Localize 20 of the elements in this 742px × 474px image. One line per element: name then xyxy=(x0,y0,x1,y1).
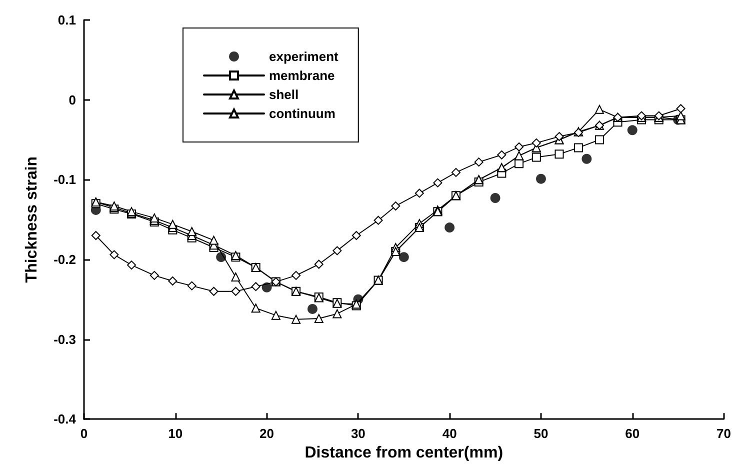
y-tick-label: -0.4 xyxy=(54,412,77,427)
x-axis-title: Distance from center(mm) xyxy=(304,444,504,462)
x-tick-label: 70 xyxy=(716,426,732,442)
x-tick-label: 0 xyxy=(80,426,88,442)
x-tick-label: 60 xyxy=(625,426,640,442)
x-tick-label: 20 xyxy=(260,426,274,442)
y-tick-label: -0.3 xyxy=(54,332,76,347)
x-tick-label: 10 xyxy=(168,426,183,442)
y-axis-title: Thickness strain xyxy=(24,156,40,283)
y-tick-label: 0.1 xyxy=(58,12,76,28)
y-tick-label: -0.1 xyxy=(54,172,76,188)
y-tick-label: -0.2 xyxy=(54,252,76,267)
x-tick-label: 40 xyxy=(442,426,457,442)
y-tick-label: 0 xyxy=(68,92,76,108)
x-tick-label: 30 xyxy=(350,426,366,442)
x-tick-label: 50 xyxy=(534,426,548,442)
legend-label: continuum xyxy=(269,106,336,121)
legend-label: experiment xyxy=(269,49,340,64)
legend-label: shell xyxy=(269,87,299,102)
legend-label: membrane xyxy=(269,68,335,83)
